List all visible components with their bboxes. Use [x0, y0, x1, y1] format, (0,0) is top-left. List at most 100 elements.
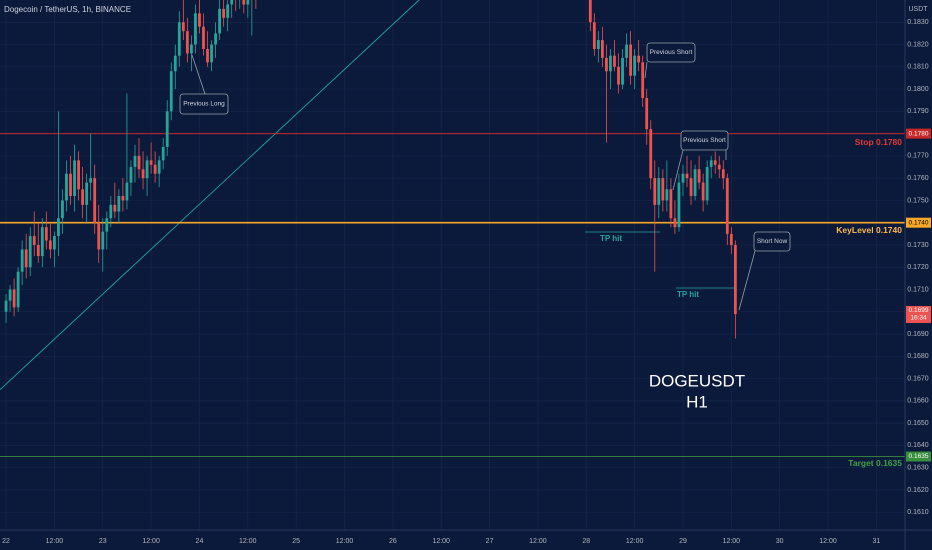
x-tick-label: 12:00	[142, 538, 160, 545]
candle-body	[20, 249, 24, 272]
candle-body	[16, 271, 20, 308]
x-tick-label: 12:00	[819, 538, 837, 545]
pointer	[644, 61, 648, 79]
candle-body	[653, 178, 657, 205]
y-tick-label: 0.1650	[907, 420, 929, 427]
pointer	[191, 54, 206, 95]
candle-body	[697, 169, 701, 183]
candle-body	[729, 233, 733, 245]
pointer	[672, 149, 684, 191]
annotation: Previous Short	[683, 137, 726, 144]
note-box	[179, 93, 229, 115]
level-price-box	[906, 128, 931, 139]
candle-body	[4, 300, 8, 312]
candle-body	[641, 62, 645, 98]
annotation: Short Now	[757, 238, 788, 245]
candle-body	[121, 195, 125, 201]
x-tick-label: 12:00	[529, 538, 547, 545]
candle-body	[693, 169, 697, 196]
last-price-box	[906, 305, 931, 323]
candle-body	[596, 40, 600, 49]
x-tick-label: 22	[2, 538, 10, 545]
candle-body	[230, 0, 234, 5]
candle-body	[40, 227, 44, 257]
candle-body	[61, 200, 64, 219]
x-tick-label: 12:00	[723, 538, 741, 545]
candle-body	[181, 22, 185, 32]
grid	[0, 0, 905, 530]
candle-body	[133, 155, 137, 168]
x-tick-label: 26	[389, 538, 397, 545]
candle-body	[214, 33, 217, 45]
candle-body	[717, 164, 721, 170]
candle-body	[637, 55, 641, 63]
axes: 0.1610 0.1620 0.1630 0.1640 0.1650 0.1660 0.16…	[2, 19, 931, 545]
y-axis-label: USDT	[908, 6, 928, 13]
candle-body	[677, 182, 681, 228]
candle-body	[105, 218, 109, 232]
candle-body	[89, 178, 93, 183]
candle-body	[149, 160, 153, 165]
y-tick-label: 0.1730	[907, 242, 929, 249]
candle-body	[226, 4, 230, 18]
annotation: Previous Long	[183, 101, 225, 108]
note-box	[680, 130, 729, 151]
candle-body	[222, 8, 226, 18]
candle-body	[625, 44, 628, 58]
candle-body	[681, 173, 685, 183]
candle-body	[613, 55, 616, 67]
candle-body	[137, 155, 141, 170]
candle-body	[117, 195, 121, 212]
y-tick-label: 0.1630	[907, 464, 929, 471]
level-price-label: 0.1740	[909, 219, 929, 226]
candle-body	[109, 204, 113, 219]
y-tick-label: 0.1750	[907, 197, 929, 204]
level-price-box	[906, 451, 931, 462]
candle-body	[129, 167, 133, 183]
candle-body	[12, 289, 16, 308]
candle-body	[48, 240, 52, 250]
level-label: Stop 0.1780	[855, 137, 903, 147]
note-box	[646, 42, 696, 63]
y-tick-label: 0.1720	[907, 264, 929, 271]
candle-body	[101, 231, 105, 250]
candle-body	[246, 0, 250, 5]
candle-body	[713, 160, 717, 165]
watermark: H1	[686, 392, 708, 411]
x-tick-label: 12:00	[626, 538, 644, 545]
candle-body	[629, 44, 632, 76]
candle-body	[657, 178, 661, 205]
candle-body	[661, 178, 665, 201]
x-tick-label: 27	[486, 538, 494, 545]
level-price-label: 0.1780	[909, 130, 929, 137]
candle-body	[153, 164, 157, 174]
y-tick-label: 0.1800	[907, 86, 929, 93]
candle-body	[588, 0, 592, 23]
candle-body	[218, 8, 222, 34]
candle-body	[24, 249, 28, 268]
x-tick-label: 31	[872, 538, 880, 545]
y-tick-label: 0.1790	[907, 108, 929, 115]
candle-body	[242, 0, 246, 5]
chart-title: Dogecoin / TetherUS, 1h, BINANCE	[4, 5, 131, 14]
y-tick-label: 0.1610	[907, 509, 929, 516]
candle-body	[701, 182, 705, 201]
candle-body	[202, 26, 205, 49]
level-price-box	[906, 217, 931, 228]
candle-body	[210, 44, 213, 63]
candle-body	[600, 40, 604, 58]
annotation: Previous Short	[650, 49, 693, 56]
candle-body	[733, 244, 737, 314]
candle-body	[125, 182, 129, 201]
levels	[0, 0, 905, 457]
candle-body	[81, 189, 85, 205]
x-tick-label: 25	[292, 538, 300, 545]
candle-body	[669, 189, 673, 219]
candle-body	[621, 57, 624, 85]
candle-body	[97, 222, 101, 250]
level-label: KeyLevel 0.1740	[836, 225, 902, 235]
candle-body	[141, 169, 145, 179]
candle-body	[177, 22, 181, 56]
candle-body	[77, 160, 80, 190]
